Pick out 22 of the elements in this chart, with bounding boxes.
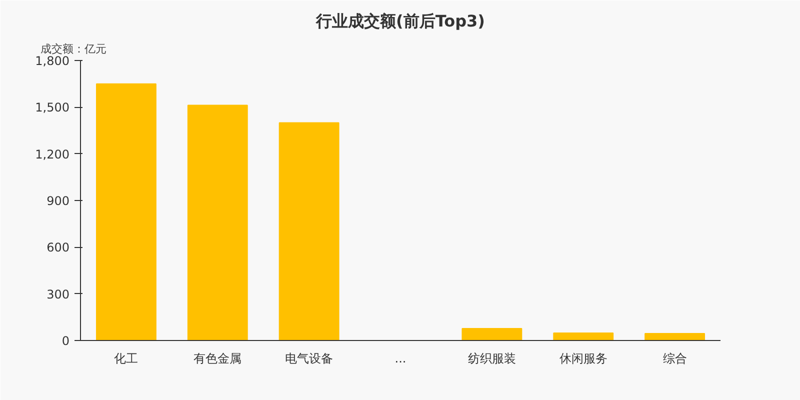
y-tick-label: 900 [46, 194, 70, 208]
bar [96, 83, 156, 340]
bar [553, 332, 614, 340]
x-tick-label: 有色金属 [194, 352, 242, 366]
x-tick-label: 化工 [114, 352, 138, 366]
y-tick-label: 0 [62, 334, 70, 348]
y-tick-label: 1,500 [35, 100, 70, 115]
bar [644, 333, 705, 340]
x-tick-label: ... [394, 352, 406, 366]
bar [462, 328, 522, 340]
chart-title: 行业成交额(前后Top3) [315, 12, 486, 30]
bar [187, 104, 248, 340]
y-tick-label: 1,200 [35, 147, 70, 162]
x-tick-label: 电气设备 [285, 352, 334, 366]
y-tick-label: 600 [46, 240, 70, 255]
y-tick-label: 1,800 [35, 54, 70, 68]
x-tick-label: 休闲服务 [559, 352, 608, 366]
y-axis-title: 成交额：亿元 [40, 42, 106, 56]
y-tick-label: 300 [46, 287, 70, 302]
x-tick-label: 纺织服装 [468, 352, 516, 366]
bar [278, 122, 340, 340]
x-tick-label: 综合 [662, 352, 687, 366]
